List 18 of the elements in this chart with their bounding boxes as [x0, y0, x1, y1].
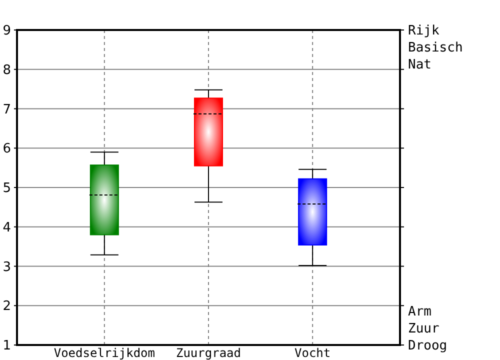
text: Arm — [408, 304, 432, 320]
y-tick-label: 1 — [2, 338, 11, 354]
y-tick-label: 9 — [2, 24, 11, 39]
text: Basisch — [408, 40, 463, 56]
x-tick-label: Zuurgraad — [176, 346, 242, 360]
y-tick-label: 4 — [2, 220, 11, 236]
x-tick-label: Voedselrijkdom — [54, 346, 155, 360]
y-tick-label: 3 — [2, 260, 11, 275]
y-tick-label: 7 — [2, 102, 11, 118]
text: Droog — [408, 338, 448, 354]
y-tick-label: 5 — [2, 181, 11, 196]
y-tick-label: 6 — [2, 142, 11, 157]
text: Rijk — [408, 24, 440, 39]
text: Zuur — [408, 322, 440, 337]
x-tick-label: Vocht — [294, 346, 331, 360]
text: Nat — [408, 58, 432, 73]
y-tick-label: 2 — [2, 299, 11, 314]
y-tick-label: 8 — [2, 62, 11, 78]
